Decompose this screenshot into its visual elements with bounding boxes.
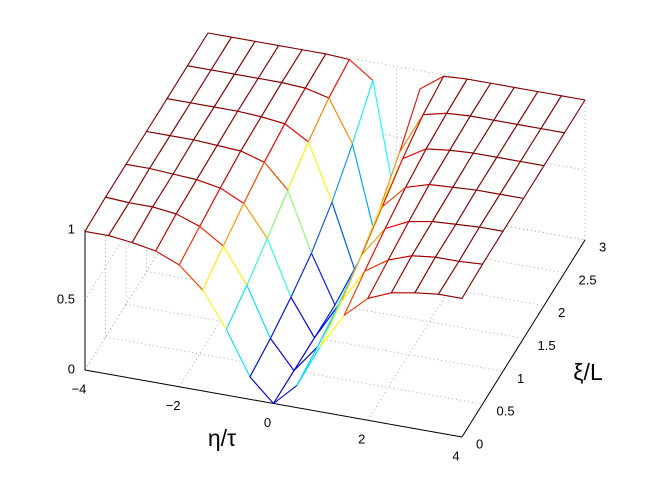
x-tick-label: 0: [264, 415, 271, 430]
z-tick-label: 0.5: [57, 291, 75, 306]
y-tick-label: 3: [599, 239, 606, 254]
x-axis-label: η/τ: [208, 425, 236, 451]
y-tick-label: 2: [558, 305, 565, 320]
y-tick-label: 0: [476, 436, 483, 451]
surface-cell: [437, 260, 484, 299]
x-tick-label: −2: [166, 398, 181, 413]
y-tick-label: 0.5: [497, 404, 515, 419]
y-tick-label: 2.5: [579, 272, 597, 287]
z-tick-label: 1: [68, 221, 75, 236]
x-tick-label: −4: [72, 381, 87, 396]
grid-line: [84, 172, 209, 371]
x-tick-label: 2: [358, 432, 365, 447]
y-tick-label: 1: [517, 371, 524, 386]
y-axis-label: ξ/L: [573, 359, 603, 385]
x-tick-label: 4: [452, 448, 459, 463]
z-tick-label: 0: [68, 361, 75, 376]
y-tick-label: 1.5: [538, 338, 556, 353]
axis-line: [461, 239, 586, 438]
grid-line: [367, 223, 492, 421]
